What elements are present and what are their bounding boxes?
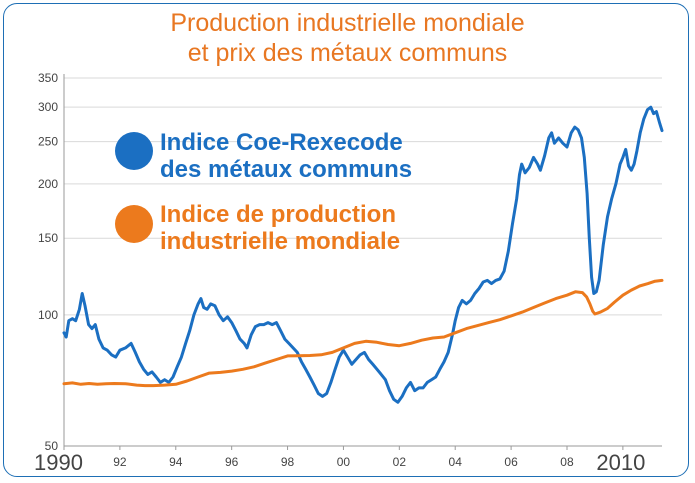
- legend-marker-production: [115, 205, 153, 243]
- y-tick-labels: 50 100 150 200 250 300 350: [38, 71, 58, 453]
- x-tick-2010: 2010: [596, 450, 645, 475]
- y-tick-100: 100: [38, 308, 58, 322]
- x-tick-1990: 1990: [34, 450, 83, 475]
- legend-label-metals-1: Indice Coe-Rexecode: [160, 129, 403, 156]
- legend-marker-metals: [115, 132, 153, 170]
- legend-label-metals-2: des métaux communs: [160, 156, 412, 183]
- y-tick-150: 150: [38, 231, 58, 245]
- x-tick-94: 94: [169, 455, 183, 469]
- y-tick-350: 350: [38, 71, 58, 85]
- chart-title: Production industrielle mondiale et prix…: [0, 8, 695, 68]
- chart-title-line-1: Production industrielle mondiale: [170, 9, 525, 37]
- chart-title-line-2: et prix des métaux communs: [187, 39, 508, 67]
- y-tick-300: 300: [38, 100, 58, 114]
- y-tick-200: 200: [38, 177, 58, 191]
- grid-lines: [64, 77, 662, 316]
- x-tick-labels: 1990 92 94 96 98 00 02 04 06 08 2010: [34, 450, 645, 475]
- x-tick-98: 98: [281, 455, 295, 469]
- x-tick-06: 06: [504, 455, 518, 469]
- x-tick-08: 08: [560, 455, 574, 469]
- legend-label-production-1: Indice de production: [160, 201, 396, 228]
- x-tick-00: 00: [337, 455, 351, 469]
- x-tick-92: 92: [113, 455, 127, 469]
- chart-frame: [3, 3, 689, 477]
- series-lines: [62, 105, 664, 404]
- x-tick-04: 04: [449, 455, 463, 469]
- y-tick-50: 50: [45, 439, 59, 453]
- metals-index-line: [62, 105, 664, 404]
- production-index-line: [62, 278, 664, 388]
- y-tick-250: 250: [38, 135, 58, 149]
- x-tick-96: 96: [225, 455, 239, 469]
- x-tick-02: 02: [393, 455, 407, 469]
- legend-label-production-2: industrielle mondiale: [160, 228, 400, 255]
